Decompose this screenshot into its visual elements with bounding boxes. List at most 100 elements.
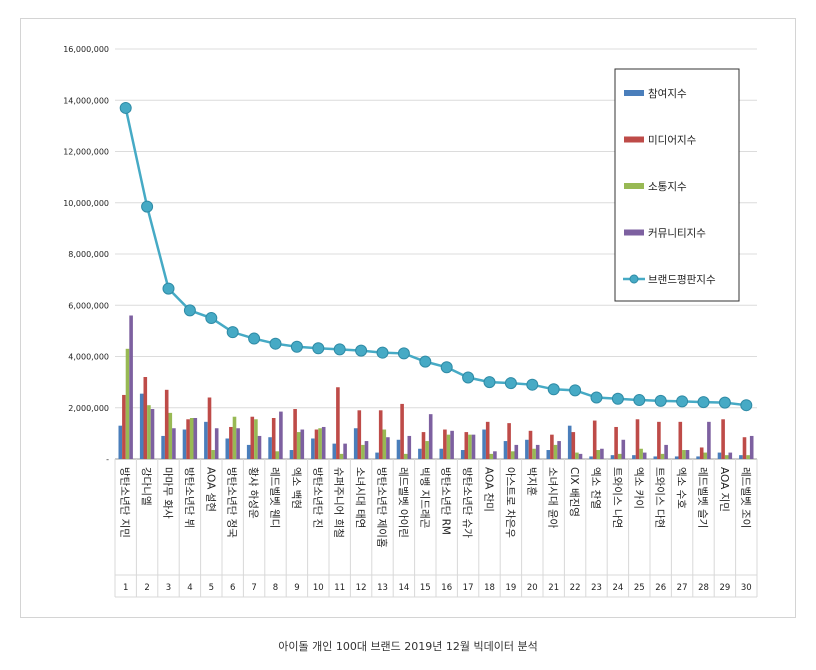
bar [742, 437, 747, 459]
bar [510, 451, 515, 459]
y-tick-label: 4,000,000 [68, 353, 109, 362]
bar [164, 389, 169, 459]
x-category-label: 방탄소년단 뷔 [183, 467, 195, 528]
bar [425, 441, 429, 459]
line-point [290, 340, 303, 353]
bar [657, 421, 661, 459]
bar [468, 434, 472, 459]
bar [289, 450, 294, 459]
bar [161, 435, 165, 459]
bar [699, 447, 704, 459]
bar [678, 421, 683, 459]
line-point [226, 326, 239, 339]
bar [724, 455, 729, 459]
bar [746, 455, 750, 459]
y-axis: - 2,000,000 4,000,000 6,000,000 8,000,000 10,… [63, 45, 109, 464]
x-rank-label: 17 [463, 583, 474, 593]
x-category-label: 방탄소년단 지민 [119, 467, 131, 538]
line-point [590, 391, 603, 404]
bar [653, 456, 658, 459]
y-tick-label: 10,000,000 [63, 199, 109, 208]
legend-label: 미디어지수 [648, 135, 697, 147]
x-category-label: 마마무 화사 [162, 467, 174, 519]
x-rank-label: 23 [591, 583, 602, 593]
bar [674, 456, 679, 459]
chart-frame: - 2,000,000 4,000,000 6,000,000 8,000,000 10,… [20, 18, 796, 618]
bar [361, 444, 365, 459]
bar [532, 448, 536, 459]
y-tick-label: 16,000,000 [63, 45, 109, 54]
bar [525, 439, 529, 459]
x-rank-label: 6 [230, 583, 235, 593]
legend-label: 참여지수 [648, 88, 687, 100]
brand-reputation-chart: - 2,000,000 4,000,000 6,000,000 8,000,000 10,… [63, 45, 758, 598]
bar [557, 441, 561, 459]
x-rank-label: 16 [441, 583, 452, 593]
y-tick-label: 12,000,000 [63, 148, 109, 157]
bar [400, 403, 404, 459]
line-point [419, 355, 432, 368]
legend-swatch [624, 136, 644, 143]
bar [635, 419, 640, 459]
bar [257, 435, 262, 459]
bar [567, 425, 572, 459]
bar [396, 439, 401, 459]
bar [336, 387, 340, 459]
x-category-label: 강다니엘 [140, 467, 153, 506]
bar [717, 452, 722, 459]
x-rank-label: 22 [570, 583, 581, 593]
line-point [440, 361, 453, 374]
legend-marker [629, 274, 639, 284]
bar [721, 419, 725, 459]
bar [592, 420, 597, 459]
line-point [676, 395, 689, 408]
x-rank-label: 28 [698, 583, 709, 593]
bar [300, 429, 305, 459]
line-point [547, 383, 560, 396]
bar [617, 453, 622, 460]
chart-caption: 아이돌 개인 100대 브랜드 2019년 12월 빅데이터 분석 [278, 640, 538, 653]
bar [660, 453, 665, 460]
bar [254, 419, 258, 459]
bar [535, 444, 540, 459]
x-rank-label: 10 [313, 583, 324, 593]
bar [749, 435, 754, 459]
line-point [504, 377, 517, 390]
y-tick-label: - [106, 455, 109, 464]
x-category-label: 트와이스 다현 [654, 467, 666, 528]
bar [193, 418, 198, 459]
bar [386, 437, 390, 459]
x-category-label: AOA 찬미 [483, 467, 495, 512]
x-rank-label: 13 [377, 583, 388, 593]
bar [482, 429, 486, 459]
bar [550, 434, 554, 459]
bar [553, 444, 558, 459]
x-category-label: 엑소 수호 [675, 467, 687, 509]
bar [664, 444, 668, 459]
x-rank-label: 12 [356, 583, 367, 593]
x-rank-label: 4 [187, 583, 192, 593]
bar [225, 438, 230, 459]
bar [596, 450, 601, 459]
x-category-label: 트와이스 나연 [611, 467, 623, 528]
bar [207, 397, 212, 459]
x-rank-label: 3 [166, 583, 171, 593]
bar [528, 430, 533, 459]
bar [172, 428, 176, 459]
legend-swatch [624, 229, 644, 236]
y-tick-label: 14,000,000 [63, 96, 109, 105]
bar [364, 441, 369, 459]
line-point [355, 344, 368, 357]
x-category-label: AOA 설현 [204, 467, 216, 512]
bar [443, 429, 447, 459]
bar [439, 448, 444, 459]
x-rank-label: 26 [655, 583, 666, 593]
x-rank-label: 18 [484, 583, 495, 593]
x-rank-label: 5 [209, 583, 214, 593]
x-category-label: 소녀시대 태연 [354, 467, 366, 528]
x-rank-label: 21 [548, 583, 559, 593]
bar [471, 434, 476, 459]
bar [739, 455, 743, 459]
line-point [269, 337, 282, 350]
bar [211, 450, 215, 459]
